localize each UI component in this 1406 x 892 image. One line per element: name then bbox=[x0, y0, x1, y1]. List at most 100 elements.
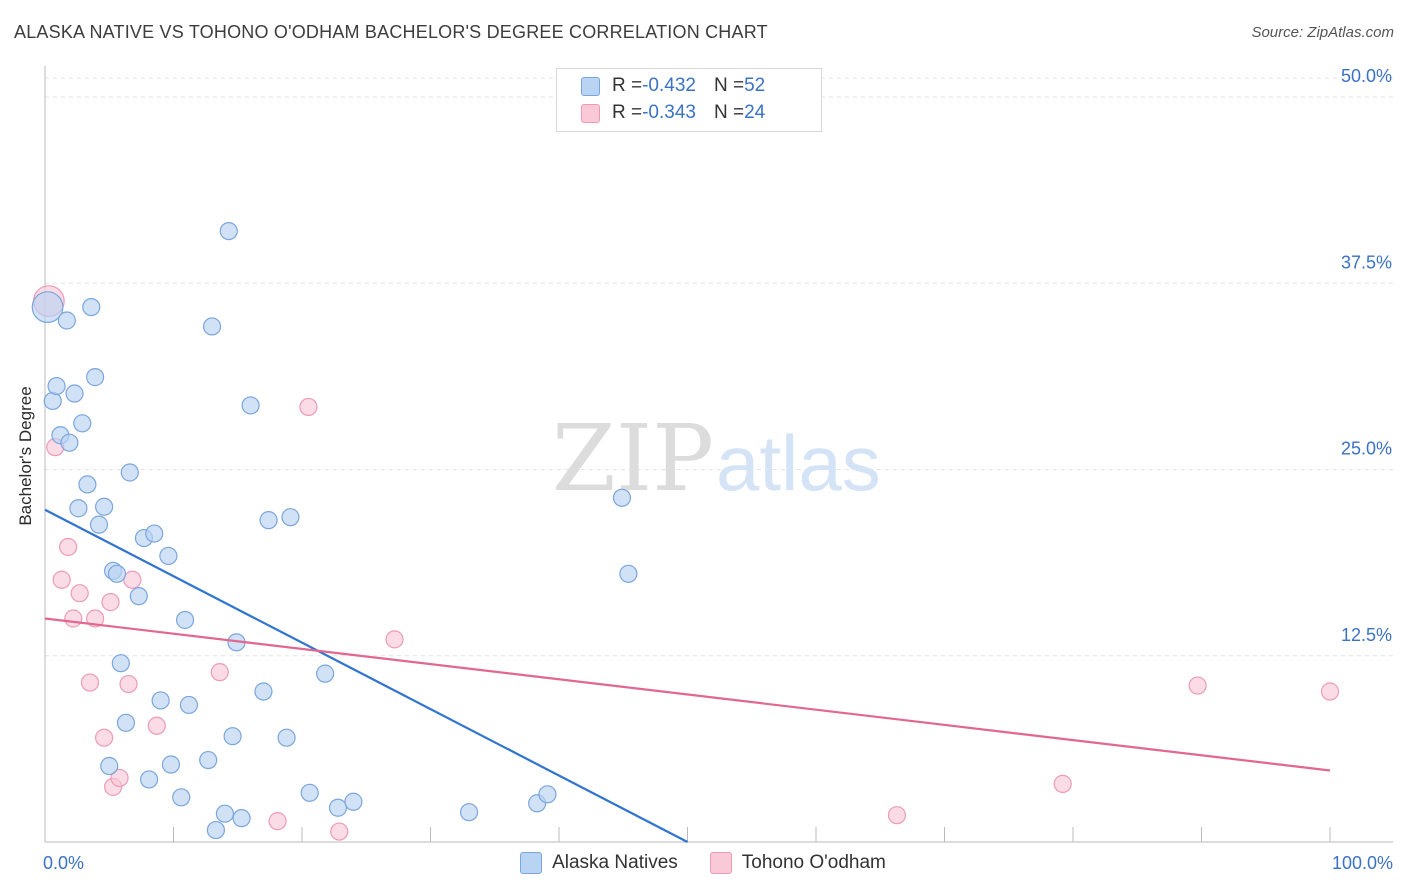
tohono-point bbox=[330, 822, 349, 841]
tohono-point bbox=[101, 593, 120, 612]
trend-line-tohono bbox=[44, 617, 1331, 772]
series-name-tohono: Tohono O'odham bbox=[741, 852, 886, 873]
legend-r-label: R = bbox=[612, 75, 643, 96]
series-legend-alaska[interactable]: Alaska Natives bbox=[520, 852, 678, 874]
alaska-point bbox=[612, 488, 632, 507]
alaska-point bbox=[151, 691, 170, 710]
alaska-point bbox=[65, 384, 84, 403]
tohono-point bbox=[52, 570, 71, 589]
legend-n-label: N = bbox=[713, 102, 745, 123]
tohono-point bbox=[210, 663, 229, 682]
alaska-point bbox=[57, 311, 76, 330]
watermark-atlas: atlas bbox=[716, 419, 881, 507]
tohono-points bbox=[32, 285, 1340, 841]
alaska-point bbox=[223, 727, 242, 746]
x-tick-label: 0.0% bbox=[43, 853, 84, 873]
alaska-point bbox=[215, 804, 234, 823]
alaska-point bbox=[31, 291, 64, 323]
tohono-point bbox=[268, 812, 287, 831]
series-swatch-alaska bbox=[520, 852, 543, 874]
chart-title: ALASKA NATIVE VS TOHONO O'ODHAM BACHELOR… bbox=[14, 22, 768, 42]
alaska-point bbox=[100, 756, 119, 776]
legend-swatch-alaska bbox=[581, 76, 600, 96]
legend-r-label: R = bbox=[612, 102, 643, 123]
trend-line-alaska bbox=[44, 508, 689, 843]
alaska-point bbox=[145, 524, 164, 543]
watermark: ZIP atlas bbox=[552, 405, 881, 512]
alaska-point bbox=[95, 497, 114, 516]
alaska-point bbox=[202, 317, 222, 336]
alaska-point bbox=[161, 755, 181, 774]
gridlines bbox=[45, 77, 1393, 657]
alaska-point bbox=[69, 499, 88, 518]
alaska-point bbox=[78, 475, 97, 494]
series-name-alaska: Alaska Natives bbox=[552, 852, 678, 873]
legend-r-value-alaska: -0.432 bbox=[642, 75, 696, 96]
alaska-point bbox=[172, 788, 191, 807]
y-tick-label: 25.0% bbox=[1341, 439, 1392, 459]
alaska-point bbox=[206, 820, 226, 840]
alaska-point bbox=[47, 376, 66, 396]
alaska-point bbox=[199, 750, 218, 770]
tohono-point bbox=[64, 609, 83, 628]
alaska-point bbox=[139, 770, 159, 789]
legend-swatch-tohono bbox=[581, 103, 600, 123]
trend-lines bbox=[44, 508, 1331, 843]
alaska-point bbox=[328, 798, 348, 817]
legend-n-label: N = bbox=[713, 75, 745, 96]
series-swatch-tohono bbox=[709, 852, 732, 874]
alaska-point bbox=[281, 508, 300, 527]
alaska-point bbox=[116, 713, 136, 732]
tohono-point bbox=[299, 397, 318, 417]
alaska-point bbox=[82, 297, 101, 317]
alaska-point bbox=[254, 682, 273, 701]
tohono-point bbox=[385, 630, 404, 649]
alaska-point bbox=[459, 803, 479, 822]
alaska-point bbox=[316, 664, 335, 683]
alaska-point bbox=[111, 654, 130, 673]
alaska-point bbox=[175, 610, 195, 630]
y-tick-label: 50.0% bbox=[1341, 66, 1392, 86]
tohono-point bbox=[123, 570, 142, 589]
alaska-points bbox=[31, 222, 638, 840]
alaska-point bbox=[300, 783, 319, 802]
legend-n-value-tohono: 24 bbox=[744, 102, 766, 123]
alaska-point bbox=[344, 792, 363, 811]
alaska-point bbox=[619, 564, 638, 583]
legend-n-value-alaska: 52 bbox=[744, 75, 766, 96]
alaska-point bbox=[73, 414, 92, 433]
alaska-point bbox=[107, 564, 127, 583]
tohono-point bbox=[110, 768, 129, 788]
y-tick-label: 37.5% bbox=[1341, 252, 1392, 272]
legend-row-tohono: R = -0.343 N = 24 bbox=[581, 101, 765, 125]
tohono-point bbox=[1053, 774, 1072, 793]
source-label: Source: ZipAtlas.com bbox=[1251, 24, 1394, 41]
alaska-point bbox=[159, 546, 178, 566]
tohono-point bbox=[147, 716, 166, 735]
alaska-point bbox=[259, 511, 278, 530]
tohono-point bbox=[119, 674, 138, 694]
alaska-point bbox=[43, 391, 62, 411]
alaska-point bbox=[60, 433, 79, 452]
alaska-point bbox=[277, 728, 296, 747]
y-tick-label: 12.5% bbox=[1341, 625, 1392, 645]
series-legend-tohono[interactable]: Tohono O'odham bbox=[709, 852, 886, 874]
axes bbox=[44, 66, 1393, 843]
legend-r-value-tohono: -0.343 bbox=[642, 102, 696, 123]
tohono-point bbox=[86, 609, 105, 628]
alaska-point bbox=[129, 587, 148, 606]
alaska-point bbox=[86, 368, 105, 387]
alaska-point bbox=[241, 396, 260, 415]
tohono-point bbox=[59, 537, 78, 557]
x-tick-label: 100.0% bbox=[1332, 853, 1393, 873]
alaska-point bbox=[232, 809, 251, 828]
alaska-point bbox=[89, 515, 109, 534]
tohono-point bbox=[1320, 682, 1340, 701]
tohono-point bbox=[1188, 676, 1207, 695]
alaska-point bbox=[179, 695, 199, 715]
tohono-point bbox=[70, 584, 89, 603]
tick-labels: 12.5% 25.0% 37.5% 50.0% 0.0% 100.0% bbox=[43, 66, 1393, 873]
alaska-point bbox=[120, 463, 139, 482]
tohono-point bbox=[887, 806, 907, 825]
